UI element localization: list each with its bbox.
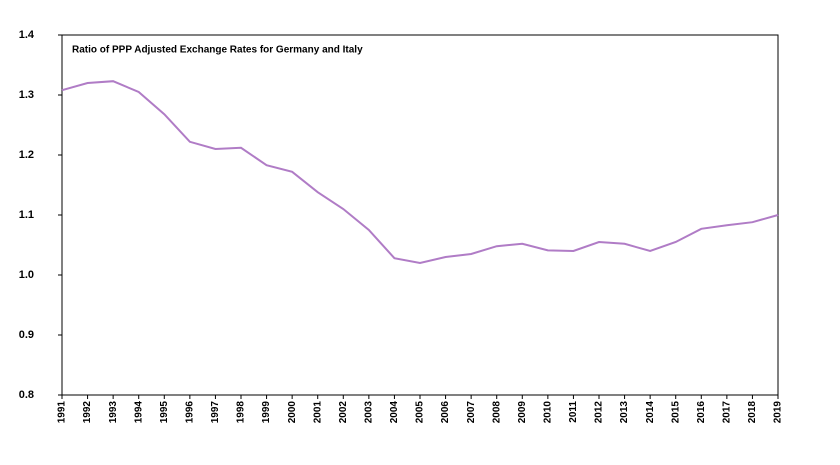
- x-tick-label: 1993: [108, 401, 119, 424]
- data-line: [61, 80, 779, 265]
- x-tick-label: 2006: [440, 401, 451, 424]
- x-tick-label: 1992: [82, 401, 93, 424]
- x-tick-label: 2011: [568, 401, 579, 423]
- x-tick-label: 2018: [747, 401, 758, 424]
- x-tick-label: 1997: [210, 401, 221, 424]
- x-tick-label: 1998: [236, 401, 247, 424]
- x-tick-label: 2003: [363, 401, 374, 424]
- y-tick-label: 0.9: [19, 329, 34, 341]
- y-tick-label: 0.8: [19, 389, 34, 401]
- x-tick-label: 2009: [517, 401, 528, 424]
- x-tick-label: 1991: [57, 401, 68, 424]
- x-tick-label: 1999: [261, 401, 272, 424]
- x-tick-label: 2000: [287, 401, 298, 424]
- y-tick-label: 1.0: [19, 269, 34, 281]
- plot-frame: [61, 34, 779, 396]
- x-tick-label: 2007: [466, 401, 477, 424]
- x-tick-label: 1995: [159, 401, 170, 424]
- y-tick-label: 1.2: [19, 149, 34, 161]
- x-tick-label: 2013: [619, 401, 630, 424]
- y-tick-label: 1.1: [19, 209, 34, 221]
- x-tick-label: 2008: [491, 401, 502, 424]
- x-tick-label: 2014: [645, 401, 656, 424]
- y-tick-label: 1.3: [19, 89, 34, 101]
- chart-title: Ratio of PPP Adjusted Exchange Rates for…: [72, 45, 363, 56]
- x-tick-label: 2012: [594, 401, 605, 424]
- x-tick-label: 2019: [773, 401, 784, 424]
- x-tick-label: 2010: [542, 401, 553, 424]
- x-tick-label: 1996: [184, 401, 195, 424]
- x-tick-label: 2002: [338, 401, 349, 424]
- x-tick-label: 2015: [670, 401, 681, 424]
- x-tick-label: 2005: [415, 401, 426, 424]
- x-tick-label: 2017: [721, 401, 732, 424]
- x-tick-label: 2004: [389, 401, 400, 424]
- x-tick-label: 1994: [133, 401, 144, 424]
- x-tick-label: 2001: [312, 401, 323, 424]
- x-tick-label: 2016: [696, 401, 707, 424]
- y-tick-label: 1.4: [19, 29, 35, 41]
